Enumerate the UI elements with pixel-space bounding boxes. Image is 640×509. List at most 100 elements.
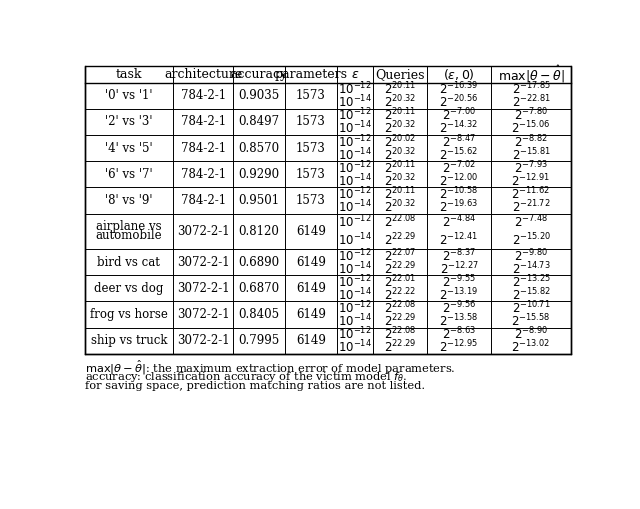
Text: 1573: 1573 [296,194,326,207]
Text: $2^{-20.56}$: $2^{-20.56}$ [439,94,479,110]
Text: architecture: architecture [164,68,243,80]
Text: $2^{-10.58}$: $2^{-10.58}$ [439,186,479,202]
Text: 0.9290: 0.9290 [239,168,280,181]
Text: 0.7995: 0.7995 [238,334,280,347]
Text: $10^{-14}$: $10^{-14}$ [338,120,372,137]
Text: $2^{-13.02}$: $2^{-13.02}$ [511,339,550,355]
Text: $2^{-9.55}$: $2^{-9.55}$ [442,273,476,290]
Text: $2^{22.29}$: $2^{22.29}$ [384,313,416,329]
Text: $2^{-19.63}$: $2^{-19.63}$ [439,199,479,215]
Text: $2^{-13.19}$: $2^{-13.19}$ [439,287,479,303]
Text: $2^{-8.82}$: $2^{-8.82}$ [514,133,548,150]
Text: 784-2-1: 784-2-1 [180,168,226,181]
Text: $2^{-12.95}$: $2^{-12.95}$ [439,339,479,355]
Text: $10^{-12}$: $10^{-12}$ [339,300,372,316]
Text: 0.8497: 0.8497 [239,116,280,128]
Text: $2^{22.29}$: $2^{22.29}$ [384,260,416,277]
Text: $2^{22.08}$: $2^{22.08}$ [384,326,417,343]
Text: $2^{-9.56}$: $2^{-9.56}$ [442,300,476,316]
Text: $2^{-16.39}$: $2^{-16.39}$ [439,81,479,98]
Text: 1573: 1573 [296,116,326,128]
Text: $2^{-8.37}$: $2^{-8.37}$ [442,247,476,264]
Text: 1573: 1573 [296,142,326,155]
Text: 784-2-1: 784-2-1 [180,89,226,102]
Text: $2^{20.02}$: $2^{20.02}$ [384,133,416,150]
Text: $2^{-12.41}$: $2^{-12.41}$ [439,232,479,248]
Text: 784-2-1: 784-2-1 [180,194,226,207]
Text: $2^{-15.81}$: $2^{-15.81}$ [511,146,550,163]
Text: $2^{-7.48}$: $2^{-7.48}$ [514,214,548,231]
Text: 0.8120: 0.8120 [239,225,280,238]
Text: $2^{-8.90}$: $2^{-8.90}$ [514,326,548,343]
Text: $2^{22.08}$: $2^{22.08}$ [384,214,417,231]
Text: $10^{-12}$: $10^{-12}$ [339,326,372,343]
Text: $2^{-4.84}$: $2^{-4.84}$ [442,214,476,231]
Text: '4' vs '5': '4' vs '5' [105,142,152,155]
Text: $2^{-12.00}$: $2^{-12.00}$ [439,173,479,189]
Text: $2^{22.01}$: $2^{22.01}$ [384,273,416,290]
Text: $2^{-13.58}$: $2^{-13.58}$ [439,313,479,329]
Text: $2^{20.11}$: $2^{20.11}$ [384,107,416,124]
Text: 0.9035: 0.9035 [238,89,280,102]
Text: $10^{-12}$: $10^{-12}$ [339,159,372,176]
Text: $2^{20.11}$: $2^{20.11}$ [384,186,416,202]
Text: $\max|\theta - \hat{\theta}|$: $\max|\theta - \hat{\theta}|$ [498,64,564,84]
Text: $2^{-7.00}$: $2^{-7.00}$ [442,107,476,124]
Text: for saving space, prediction matching ratios are not listed.: for saving space, prediction matching ra… [85,381,426,391]
Text: $2^{20.32}$: $2^{20.32}$ [384,120,416,137]
Text: $10^{-14}$: $10^{-14}$ [338,339,372,355]
Text: $2^{-7.93}$: $2^{-7.93}$ [514,159,548,176]
Text: 3072-2-1: 3072-2-1 [177,308,230,321]
Text: deer vs dog: deer vs dog [94,281,163,295]
Text: $\epsilon$: $\epsilon$ [351,68,359,80]
Text: ship vs truck: ship vs truck [91,334,167,347]
Text: $2^{-15.06}$: $2^{-15.06}$ [511,120,551,137]
Text: '6' vs '7': '6' vs '7' [105,168,152,181]
Text: $2^{-15.62}$: $2^{-15.62}$ [439,146,479,163]
Text: 3072-2-1: 3072-2-1 [177,334,230,347]
Text: $10^{-12}$: $10^{-12}$ [339,273,372,290]
Text: $2^{-15.58}$: $2^{-15.58}$ [511,313,551,329]
Text: $10^{-12}$: $10^{-12}$ [339,247,372,264]
Text: $2^{-21.72}$: $2^{-21.72}$ [512,199,550,215]
Text: $2^{-14.73}$: $2^{-14.73}$ [512,260,550,277]
Text: $2^{-7.80}$: $2^{-7.80}$ [514,107,548,124]
Text: 3072-2-1: 3072-2-1 [177,225,230,238]
Text: $10^{-14}$: $10^{-14}$ [338,260,372,277]
Text: $10^{-14}$: $10^{-14}$ [338,146,372,163]
Text: $2^{-15.20}$: $2^{-15.20}$ [511,232,550,248]
Text: '2' vs '3': '2' vs '3' [105,116,152,128]
Text: '8' vs '9': '8' vs '9' [105,194,152,207]
Text: $2^{-12.91}$: $2^{-12.91}$ [511,173,550,189]
Text: 0.6870: 0.6870 [239,281,280,295]
Text: accuracy: classification accuracy of the victim model $f_\theta$.: accuracy: classification accuracy of the… [85,370,408,384]
Text: $2^{-14.32}$: $2^{-14.32}$ [439,120,479,137]
Text: frog vs horse: frog vs horse [90,308,168,321]
Bar [84,66,572,354]
Text: airplane vs: airplane vs [96,220,162,233]
Text: $2^{20.32}$: $2^{20.32}$ [384,94,416,110]
Text: 6149: 6149 [296,256,326,269]
Text: $10^{-14}$: $10^{-14}$ [338,232,372,248]
Text: $10^{-14}$: $10^{-14}$ [338,94,372,110]
Text: $10^{-12}$: $10^{-12}$ [339,133,372,150]
Text: parameters: parameters [275,68,348,80]
Text: bird vs cat: bird vs cat [97,256,160,269]
Text: $2^{22.29}$: $2^{22.29}$ [384,339,416,355]
Text: 3072-2-1: 3072-2-1 [177,256,230,269]
Text: $2^{-8.63}$: $2^{-8.63}$ [442,326,476,343]
Text: $10^{-14}$: $10^{-14}$ [338,287,372,303]
Text: $10^{-12}$: $10^{-12}$ [339,81,372,98]
Text: 784-2-1: 784-2-1 [180,116,226,128]
Text: task: task [116,68,142,80]
Text: $2^{20.32}$: $2^{20.32}$ [384,146,416,163]
Text: $2^{20.11}$: $2^{20.11}$ [384,81,416,98]
Text: $2^{-22.81}$: $2^{-22.81}$ [511,94,550,110]
Text: 784-2-1: 784-2-1 [180,142,226,155]
Text: $2^{-8.47}$: $2^{-8.47}$ [442,133,476,150]
Text: $2^{22.08}$: $2^{22.08}$ [384,300,417,316]
Text: 6149: 6149 [296,308,326,321]
Text: $10^{-12}$: $10^{-12}$ [339,186,372,202]
Text: 6149: 6149 [296,281,326,295]
Text: automobile: automobile [95,229,162,242]
